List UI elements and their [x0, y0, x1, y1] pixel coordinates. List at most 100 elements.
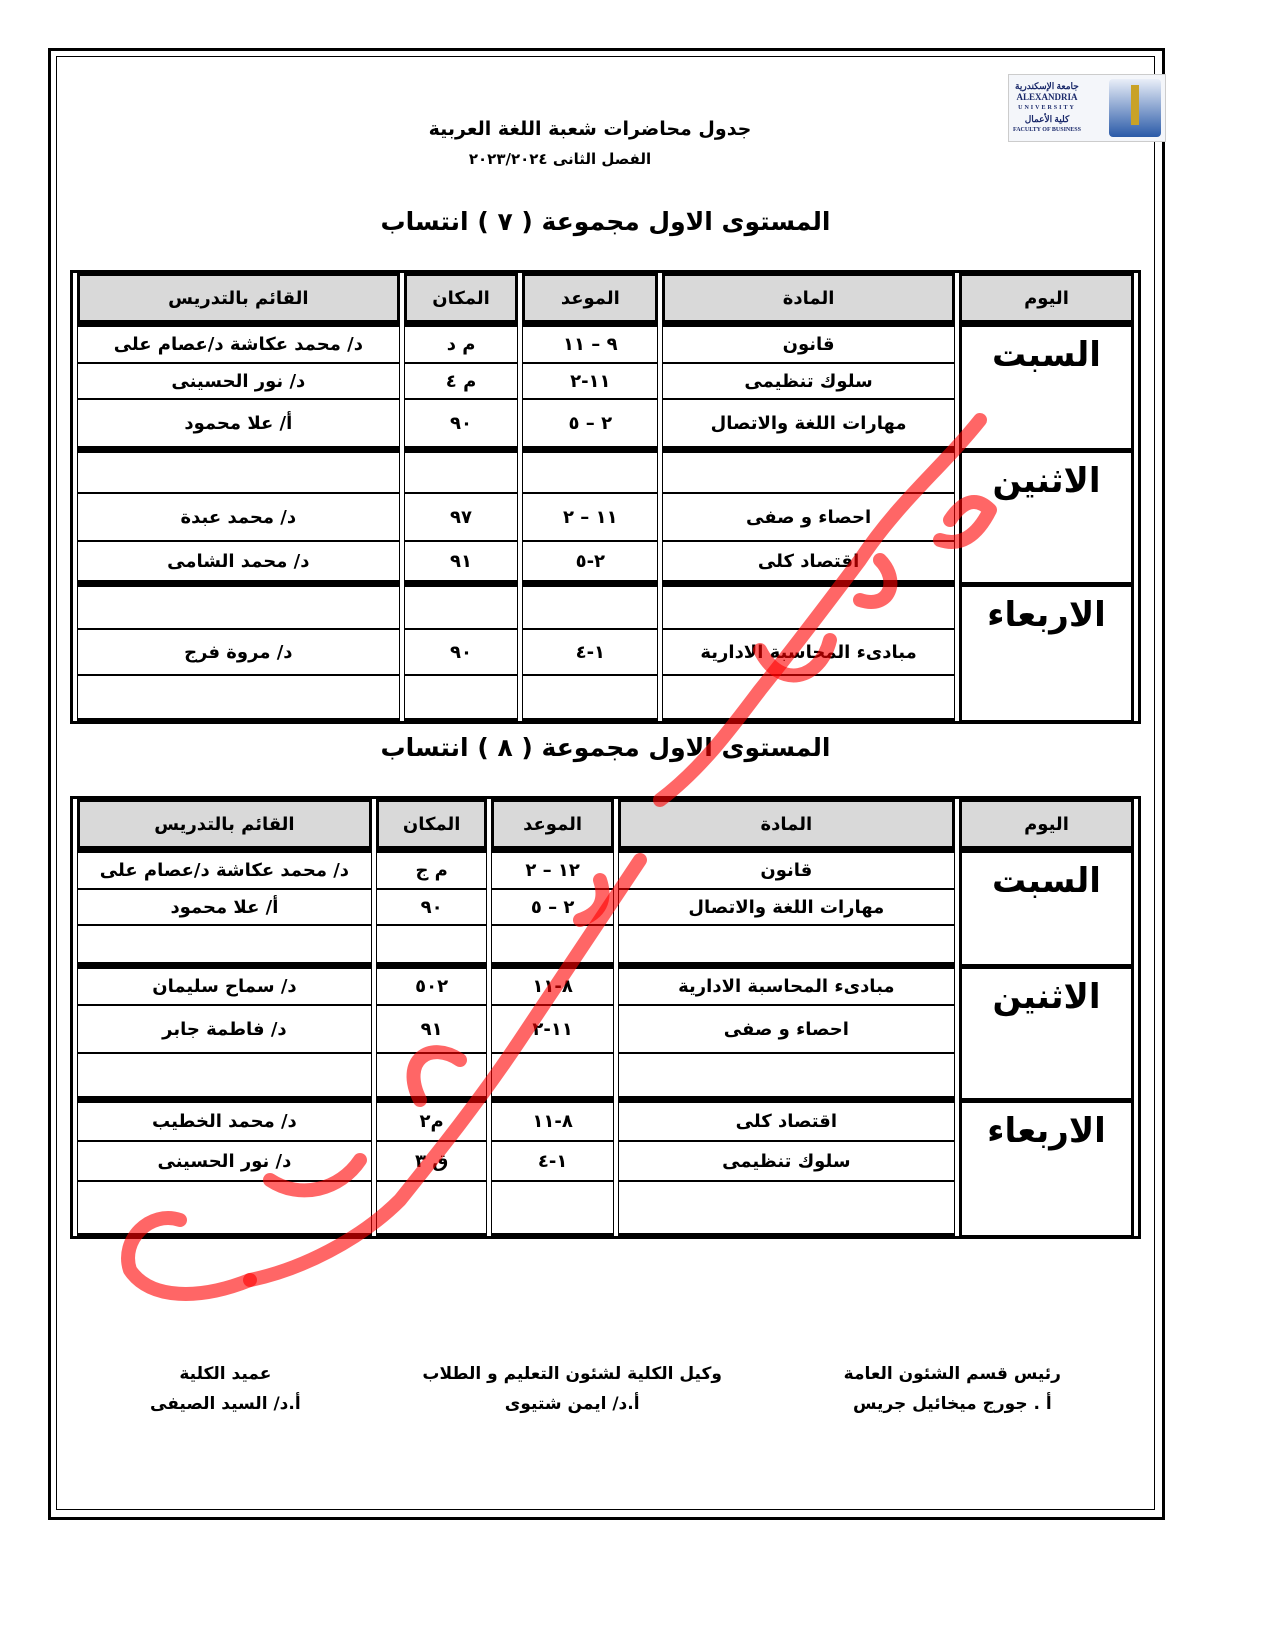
teacher-cell: د/ محمد الخطيب [77, 1099, 372, 1141]
column-header: اليوم [958, 273, 1134, 323]
subject-cell: سلوك تنظيمى [617, 1141, 955, 1181]
place-cell: ق ٣ [375, 1141, 488, 1181]
time-cell: ١-٤ [522, 629, 659, 675]
column-header: اليوم [958, 799, 1134, 849]
time-cell [522, 583, 659, 629]
time-cell: ١١-٢ [522, 363, 659, 399]
place-cell: م٢ [375, 1099, 488, 1141]
header-row: اليوم المادة الموعد المكان القائم بالتدريس [77, 799, 1134, 849]
teacher-cell: أ/ علا محمود [77, 399, 400, 449]
subject-cell: قانون [662, 323, 955, 363]
subject-cell: مبادىء المحاسبة الادارية [617, 965, 955, 1005]
table-row: الاربعاء اقتصاد كلى ٨-١١ م٢ د/ محمد الخطيب [77, 1099, 1134, 1236]
teacher-cell: د/ نور الحسينى [77, 1141, 372, 1181]
subject-cell [617, 925, 955, 965]
teacher-cell: د/ فاطمة جابر [77, 1005, 372, 1053]
subject-cell: احصاء و صفى [662, 493, 955, 541]
schedule-table-group-8: اليوم المادة الموعد المكان القائم بالتدريس ال… [70, 796, 1141, 1239]
place-cell: ٩١ [375, 1005, 488, 1053]
teacher-cell [77, 1053, 372, 1099]
place-cell: م ٤ [403, 363, 519, 399]
subject-cell: سلوك تنظيمى [662, 363, 955, 399]
university-logo: جامعة الإسكندرية ALEXANDRIA UNIVERSITY ك… [1008, 74, 1166, 142]
teacher-cell [77, 675, 400, 721]
semester-label: الفصل الثانى ٢٠٢٣/٢٠٢٤ [468, 150, 652, 168]
place-cell: ٩٠ [403, 629, 519, 675]
time-cell [522, 675, 659, 721]
page-border [48, 48, 1165, 1520]
time-cell [491, 925, 614, 965]
column-header: المادة [617, 799, 955, 849]
table-row: الاثنين مبادىء المحاسبة الادارية ٨-١١ ٥٠٢ د/… [77, 965, 1134, 1099]
day-cell: السبت [958, 849, 1134, 965]
time-cell: ١-٤ [491, 1141, 614, 1181]
subject-cell [662, 583, 955, 629]
time-cell: ١١ – ٢ [522, 493, 659, 541]
subject-cell: مهارات اللغة والاتصال [617, 889, 955, 925]
teacher-cell [77, 449, 400, 493]
place-cell: م د [403, 323, 519, 363]
column-header: المكان [403, 273, 519, 323]
subject-cell [662, 675, 955, 721]
signature-dean: عميد الكلية أ.د/ السيد الصيفى [150, 1364, 301, 1414]
place-cell [375, 925, 488, 965]
header-row: اليوم المادة الموعد المكان القائم بالتدريس [77, 273, 1134, 323]
place-cell: ٩١ [403, 541, 519, 583]
column-header: المادة [662, 273, 955, 323]
column-header: المكان [375, 799, 488, 849]
column-header: الموعد [522, 273, 659, 323]
day-cell: الاثنين [958, 449, 1134, 583]
page-border-inner [56, 56, 1155, 1510]
column-header: القائم بالتدريس [77, 273, 400, 323]
place-cell [375, 1181, 488, 1236]
table1-title: المستوى الاول مجموعة ( ٧ ) انتساب [380, 207, 831, 236]
teacher-cell: د/ سماح سليمان [77, 965, 372, 1005]
time-cell: ١١-٢ [491, 1005, 614, 1053]
document-title: جدول محاضرات شعبة اللغة العربية [428, 118, 752, 140]
signature-vice-dean: وكيل الكلية لشئون التعليم و الطلاب أ.د/ … [422, 1364, 722, 1414]
subject-cell: اقتصاد كلى [617, 1099, 955, 1141]
teacher-cell [77, 925, 372, 965]
signatures: رئيس قسم الشئون العامة أ . جورج ميخائيل … [70, 1359, 1141, 1419]
column-header: الموعد [491, 799, 614, 849]
signature-public-affairs: رئيس قسم الشئون العامة أ . جورج ميخائيل … [843, 1364, 1061, 1414]
place-cell: م ج [375, 849, 488, 889]
time-cell: ٢ – ٥ [491, 889, 614, 925]
table2-title: المستوى الاول مجموعة ( ٨ ) انتساب [380, 733, 831, 762]
time-cell [522, 449, 659, 493]
subject-cell: مهارات اللغة والاتصال [662, 399, 955, 449]
subject-cell [617, 1181, 955, 1236]
subject-cell: قانون [617, 849, 955, 889]
day-cell: الاربعاء [958, 1099, 1134, 1236]
teacher-cell: د/ مروة فرج [77, 629, 400, 675]
teacher-cell: أ/ علا محمود [77, 889, 372, 925]
subject-cell: اقتصاد كلى [662, 541, 955, 583]
time-cell: ٨-١١ [491, 1099, 614, 1141]
teacher-cell [77, 583, 400, 629]
teacher-cell [77, 1181, 372, 1236]
lighthouse-emblem-icon [1109, 79, 1161, 137]
table-row: الاثنين [77, 449, 1134, 583]
column-header: القائم بالتدريس [77, 799, 372, 849]
teacher-cell: د/ محمد عكاشة د/عصام على [77, 849, 372, 889]
subject-cell: احصاء و صفى [617, 1005, 955, 1053]
table-row: السبت قانون ٩ – ١١ م د د/ محمد عكاشة د/عصام … [77, 323, 1134, 449]
schedule-content: المستوى الاول مجموعة ( ٧ ) انتساب اليوم ا… [70, 200, 1141, 1419]
time-cell: ٩ – ١١ [522, 323, 659, 363]
time-cell: ٨-١١ [491, 965, 614, 1005]
place-cell [403, 583, 519, 629]
time-cell [491, 1181, 614, 1236]
place-cell [403, 449, 519, 493]
place-cell [403, 675, 519, 721]
place-cell [375, 1053, 488, 1099]
teacher-cell: د/ محمد عبدة [77, 493, 400, 541]
table-row: سلوك تنظيمى ١١-٢ م ٤ د/ نور الحسينى [77, 363, 1134, 399]
time-cell: ١٢ – ٢ [491, 849, 614, 889]
time-cell [491, 1053, 614, 1099]
subject-cell: مبادىء المحاسبة الادارية [662, 629, 955, 675]
table-row: الاربعاء [77, 583, 1134, 721]
day-cell: الاثنين [958, 965, 1134, 1099]
day-cell: السبت [958, 323, 1134, 449]
teacher-cell: د/ محمد عكاشة د/عصام على [77, 323, 400, 363]
